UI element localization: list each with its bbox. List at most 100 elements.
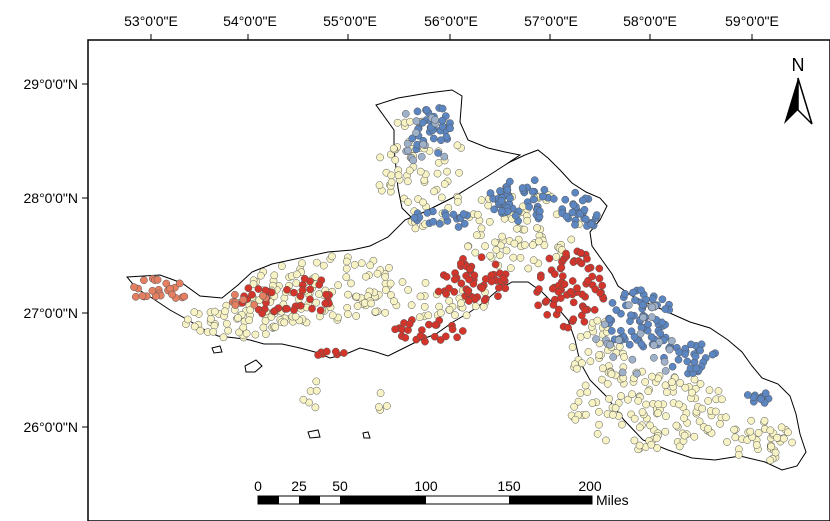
sample-point (451, 311, 459, 319)
sample-point (588, 272, 597, 281)
sample-point (691, 352, 700, 361)
scale-label: 200 (578, 478, 602, 494)
sample-point (342, 264, 351, 273)
scale-label: 100 (414, 478, 438, 494)
sample-point (647, 440, 656, 449)
sample-point (371, 307, 380, 316)
sample-point (340, 349, 348, 357)
sample-point (584, 348, 593, 356)
sample-point (746, 427, 755, 436)
sample-point (460, 219, 469, 228)
sample-point (560, 280, 569, 289)
sample-point (540, 241, 549, 250)
sample-point (687, 340, 695, 349)
sample-point (529, 256, 538, 265)
sample-point (617, 326, 625, 335)
sample-point (245, 316, 253, 325)
sample-point (569, 315, 578, 324)
sample-point (675, 442, 684, 451)
sample-point (221, 307, 229, 316)
sample-point (486, 251, 495, 260)
sample-point (458, 327, 467, 335)
sample-point (668, 337, 676, 345)
sample-point (577, 249, 585, 257)
sample-point (528, 187, 537, 196)
sample-point (668, 378, 676, 386)
sample-point (580, 317, 589, 326)
sample-point (598, 364, 607, 373)
sample-point (430, 187, 438, 196)
sample-point (607, 370, 616, 378)
sample-point (695, 417, 704, 426)
lon-label: 53°0'0"E (124, 13, 178, 29)
sample-point (611, 404, 620, 412)
sample-point (423, 209, 432, 217)
sample-point (479, 302, 488, 311)
sample-point (470, 271, 479, 280)
sample-point (652, 434, 661, 443)
sample-point (566, 287, 575, 296)
sample-point (342, 257, 351, 266)
sample-point (440, 152, 449, 161)
lon-label: 57°0'0"E (524, 13, 578, 29)
sample-point (312, 377, 321, 386)
sample-point (248, 290, 256, 299)
sample-point (587, 220, 596, 229)
sample-point (583, 255, 591, 263)
sample-point (761, 389, 770, 398)
sample-point (299, 395, 308, 404)
sample-point (442, 272, 451, 281)
sample-point (342, 273, 351, 281)
sample-point (421, 279, 430, 287)
sample-point (416, 167, 425, 176)
sample-point (534, 237, 543, 246)
sample-point (448, 325, 457, 334)
sample-point (453, 141, 462, 150)
sample-point (480, 296, 489, 305)
sample-point (558, 272, 567, 280)
sample-point (595, 274, 604, 283)
sample-point (630, 414, 639, 423)
sample-point (674, 355, 683, 364)
sample-point (501, 284, 510, 293)
sample-point (308, 304, 316, 313)
sample-point (525, 202, 533, 211)
sample-point (231, 301, 240, 309)
sample-point (518, 184, 527, 192)
sample-point (568, 208, 577, 217)
lon-label: 54°0'0"E (223, 13, 277, 29)
sample-point (456, 259, 465, 268)
lon-labels: 53°0'0"E 54°0'0"E 55°0'0"E 56°0'0"E 57°0… (124, 13, 779, 29)
sample-point (183, 315, 192, 324)
sample-point (261, 330, 270, 338)
sample-point (630, 436, 639, 445)
sample-point (381, 272, 390, 281)
lon-label: 58°0'0"E (623, 13, 677, 29)
sample-point (595, 407, 603, 416)
sample-point (442, 211, 450, 220)
sample-point (453, 333, 461, 342)
sample-point (637, 340, 646, 349)
sample-point (549, 301, 558, 309)
sample-point (357, 259, 366, 268)
sample-point (648, 313, 656, 321)
sample-point (435, 302, 443, 311)
sample-point (570, 402, 579, 411)
sample-point (571, 415, 580, 424)
sample-point (773, 433, 781, 442)
island (244, 359, 263, 373)
sample-point (595, 420, 603, 429)
sample-point (387, 171, 396, 180)
sample-point (580, 205, 589, 214)
sample-point (760, 416, 769, 425)
sample-point (386, 279, 395, 288)
sample-point (175, 279, 184, 288)
scale-label: 50 (332, 478, 348, 494)
sample-point (609, 411, 617, 419)
sample-point (421, 337, 429, 346)
sample-point (644, 320, 652, 329)
sample-point (404, 286, 412, 294)
sample-point (598, 375, 606, 384)
sample-point (393, 118, 402, 127)
scale-label: 150 (497, 478, 521, 494)
